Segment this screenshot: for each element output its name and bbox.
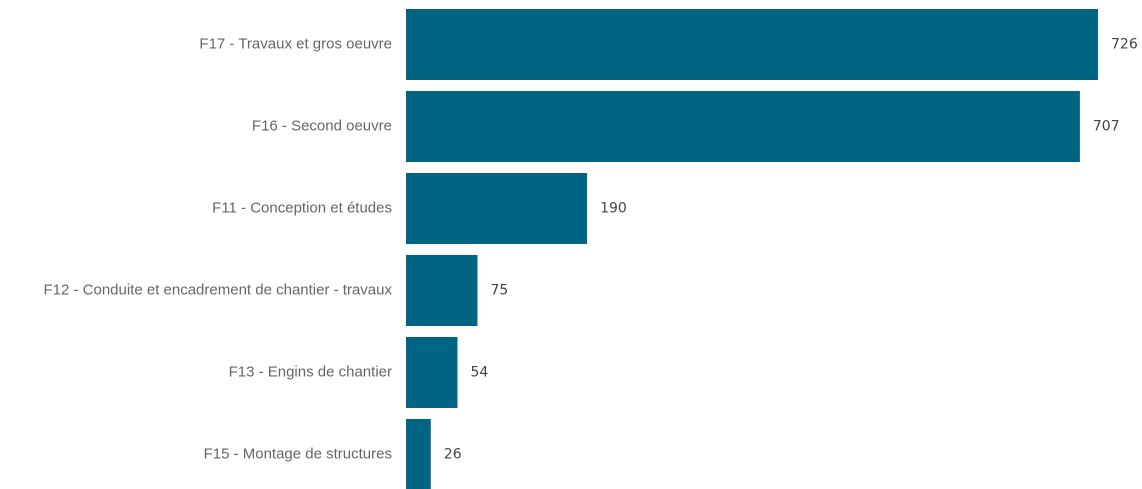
value-label: 75 [490, 283, 508, 299]
bar-1[interactable] [406, 9, 1098, 80]
value-label: 26 [444, 447, 462, 463]
bar-4[interactable] [406, 255, 478, 326]
category-label: F11 - Conception et études [212, 199, 392, 216]
bar-5[interactable] [406, 337, 458, 408]
value-label: 190 [600, 201, 627, 217]
value-label: 54 [470, 365, 488, 381]
category-label: F13 - Engins de chantier [229, 363, 392, 380]
bar-3[interactable] [406, 173, 588, 244]
category-label: F17 - Travaux et gros oeuvre [199, 35, 392, 52]
bar-2[interactable] [406, 91, 1080, 162]
category-label: F15 - Montage de structures [204, 445, 392, 462]
value-label: 726 [1111, 37, 1138, 53]
bar-6[interactable] [406, 419, 431, 489]
value-label: 707 [1093, 119, 1120, 135]
category-label: F12 - Conduite et encadrement de chantie… [43, 281, 392, 298]
category-label: F16 - Second oeuvre [252, 117, 392, 134]
